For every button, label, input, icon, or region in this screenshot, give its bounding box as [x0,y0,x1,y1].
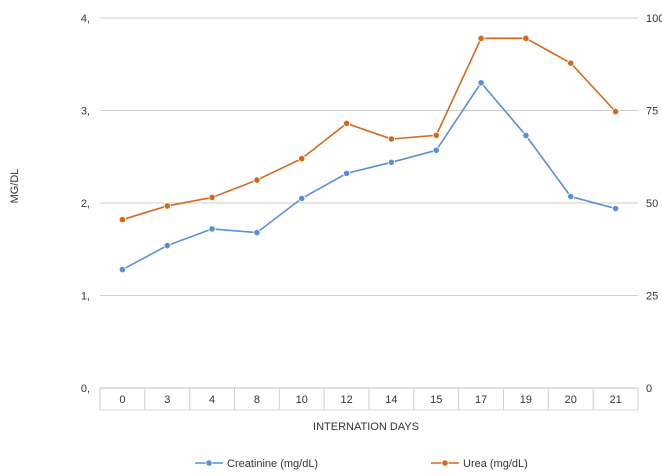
x-tick-label: 17 [475,394,487,406]
x-tick-label: 20 [565,394,577,406]
left-axis-tick-labels: 0, 1, 2, 3, 4, [81,13,90,395]
x-tick-label: 8 [254,394,260,406]
y-right-tick-label: 100 [646,13,662,25]
data-point [163,202,171,210]
y-axis-label: MG/DL [9,169,21,204]
y-right-tick-label: 25 [646,291,658,303]
x-tick-label: 12 [340,394,352,406]
data-point [522,34,530,42]
y-right-tick-label: 0 [646,383,652,395]
legend-label: Creatinine (mg/dL) [227,458,318,470]
legend-item: Creatinine (mg/dL) [195,458,318,470]
data-point [432,146,440,154]
x-tick-label: 14 [385,394,397,406]
x-tick-label: 0 [119,394,125,406]
data-point [522,131,530,140]
data-point [253,176,261,184]
legend-marker [205,459,213,467]
data-point [118,216,127,224]
series-urea [118,34,620,224]
y-left-tick-label: 2, [81,198,90,210]
data-point [387,135,396,143]
y-left-tick-label: 4, [81,13,90,25]
x-tick-label: 21 [609,394,621,406]
data-point [208,193,216,202]
data-point [477,34,485,42]
data-point [208,225,216,233]
data-point [432,131,440,139]
y-left-tick-label: 3, [81,106,90,118]
data-point [477,79,485,87]
data-point [567,192,575,201]
data-point [298,194,306,202]
data-point [387,158,396,166]
x-axis-label: INTERNATION DAYS [313,421,419,433]
data-point [298,155,306,163]
x-axis: 0 3 4 8 10 12 14 15 17 19 20 21 [99,388,639,411]
legend: Creatinine (mg/dL) Urea (mg/dL) [195,458,528,470]
series-lines [118,34,620,274]
right-axis-tick-labels: 0 25 50 75 100 [646,13,662,395]
y-left-tick-label: 0, [81,383,90,395]
series-line [122,81,616,271]
x-tick-label: 10 [296,394,308,406]
data-point [611,204,620,213]
series-creatinine [118,79,620,274]
y-right-tick-label: 75 [646,106,658,118]
data-point [253,229,261,237]
data-point [342,169,351,177]
y-left-tick-label: 1, [81,291,90,303]
x-tick-label: 4 [209,394,215,406]
data-point [163,241,171,250]
series-line [122,37,617,221]
data-point [567,59,575,67]
x-tick-label: 15 [430,394,442,406]
legend-label: Urea (mg/dL) [463,458,528,470]
data-point [611,108,620,116]
legend-item: Urea (mg/dL) [431,458,528,470]
y-right-tick-label: 50 [646,198,658,210]
x-tick-label: 19 [520,394,532,406]
data-point [118,265,127,274]
x-tick-label: 3 [164,394,170,406]
legend-marker [441,459,449,467]
data-point [342,119,351,128]
